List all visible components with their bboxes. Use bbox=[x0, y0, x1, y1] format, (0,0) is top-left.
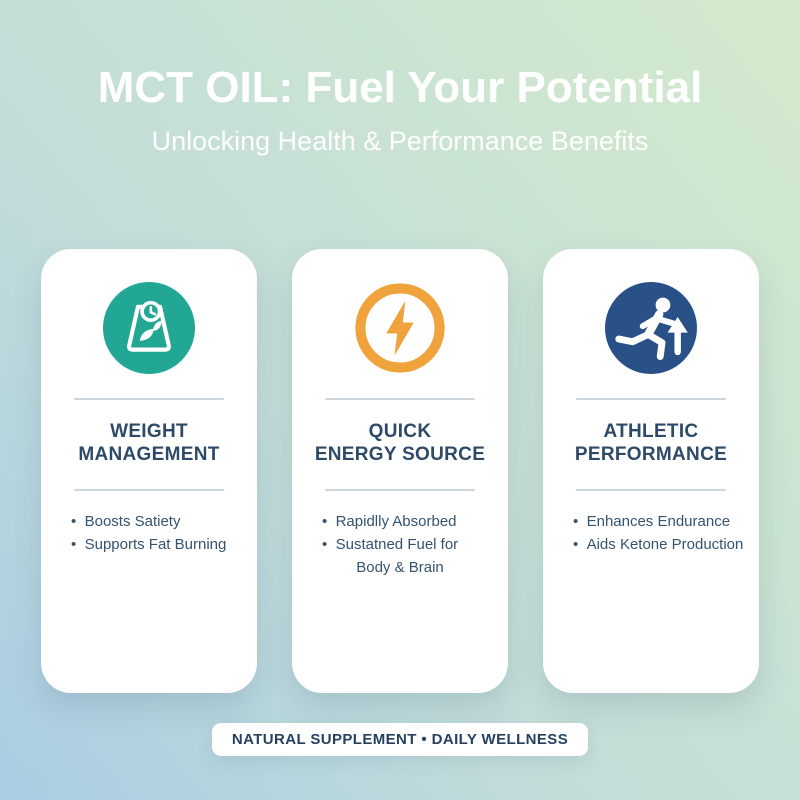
list-item: Sustatned Fuel for bbox=[292, 533, 508, 556]
divider bbox=[576, 398, 726, 401]
divider bbox=[576, 489, 726, 492]
card-title: WEIGHT MANAGEMENT bbox=[78, 421, 220, 466]
weight-scale-icon bbox=[103, 282, 195, 375]
list-item: Rapidlly Absorbed bbox=[292, 510, 508, 533]
benefit-list: Rapidlly Absorbed Sustatned Fuel for Bod… bbox=[292, 510, 508, 579]
page-title: MCT OIL: Fuel Your Potential bbox=[97, 63, 703, 112]
card-icon-area bbox=[605, 282, 697, 375]
divider bbox=[325, 398, 475, 401]
card-weight-management: WEIGHT MANAGEMENT Boosts Satiety Support… bbox=[41, 249, 257, 694]
footer-badge: NATURAL SUPPLEMENT • DAILY WELLNESS bbox=[211, 723, 589, 757]
list-item: Aids Ketone Production bbox=[543, 533, 759, 556]
divider bbox=[325, 489, 475, 492]
card-quick-energy: QUICK ENERGY SOURCE Rapidlly Absorbed Su… bbox=[292, 249, 508, 694]
runner-icon bbox=[605, 282, 697, 375]
benefit-list: Enhances Endurance Aids Ketone Productio… bbox=[543, 510, 759, 556]
page-subtitle: Unlocking Health & Performance Benefits bbox=[151, 126, 649, 157]
list-item: Supports Fat Burning bbox=[41, 533, 257, 556]
footer: NATURAL SUPPLEMENT • DAILY WELLNESS bbox=[0, 723, 800, 757]
lightning-bolt-icon bbox=[355, 283, 445, 374]
card-title: QUICK ENERGY SOURCE bbox=[314, 421, 486, 466]
list-item: Boosts Satiety bbox=[41, 510, 257, 533]
list-item-continuation: Body & Brain bbox=[356, 559, 444, 577]
card-icon-area bbox=[103, 282, 195, 375]
card-athletic-performance: ATHLETIC PERFORMANCE Enhances Endurance … bbox=[543, 249, 759, 694]
divider bbox=[74, 398, 224, 401]
list-item: Enhances Endurance bbox=[543, 510, 759, 533]
benefit-list: Boosts Satiety Supports Fat Burning bbox=[41, 510, 257, 556]
benefit-cards: WEIGHT MANAGEMENT Boosts Satiety Support… bbox=[0, 249, 800, 694]
card-title: ATHLETIC PERFORMANCE bbox=[574, 421, 728, 466]
card-icon-area bbox=[354, 282, 446, 374]
header: MCT OIL: Fuel Your Potential Unlocking H… bbox=[0, 0, 800, 157]
divider bbox=[74, 489, 224, 492]
